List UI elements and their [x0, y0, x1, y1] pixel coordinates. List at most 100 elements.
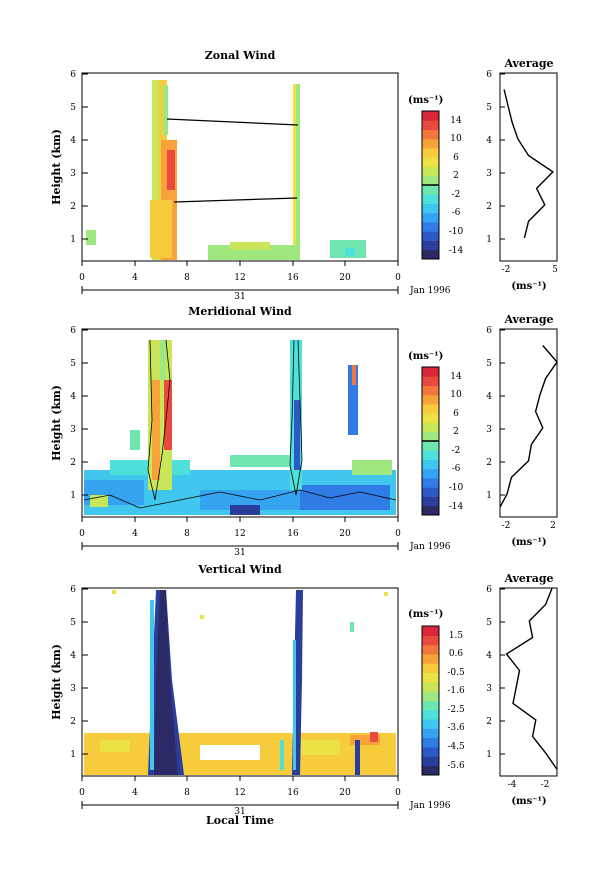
colorbar-tick: -1.6	[447, 686, 465, 696]
colorbar-swatch	[422, 385, 439, 396]
colorbar-frame	[421, 625, 440, 776]
x-tick-label: 8	[184, 273, 190, 283]
x-tick-label: 20	[339, 529, 351, 539]
colorbar-swatch	[422, 672, 439, 683]
panel-title: Meridional Wind	[188, 305, 292, 318]
avg-y-tick: 3	[486, 684, 492, 694]
average-title: Average	[503, 572, 553, 585]
colorbar-swatch	[422, 376, 439, 386]
avg-unit: (ms⁻¹)	[511, 281, 546, 292]
avg-x-tick: -2	[541, 780, 550, 790]
colorbar-tick: 6	[453, 153, 459, 163]
avg-unit: (ms⁻¹)	[511, 796, 546, 807]
average-profile: Average 1 2 3 4 5 6 -2 2 (ms⁻¹)	[486, 313, 558, 548]
colorbar-swatch	[422, 747, 439, 757]
panel-zonal: Zonal Wind 1 2	[50, 49, 558, 302]
colorbar-swatch	[422, 212, 439, 223]
avg-y-tick: 6	[486, 70, 492, 80]
x-tick-label: 0	[79, 788, 85, 798]
colorbar-swatch	[422, 249, 439, 260]
colorbar-swatch	[422, 635, 439, 646]
colorbar-unit: (ms⁻¹)	[408, 609, 443, 620]
colorbar-swatch	[422, 487, 439, 497]
colorbar-swatch	[422, 653, 439, 664]
colorbar-tick: 10	[450, 134, 462, 144]
colorbar-swatch	[422, 240, 439, 251]
y-axis: 1 2 3 4 5 6 Height (km)	[50, 326, 88, 501]
average-title: Average	[503, 57, 553, 70]
y-tick-label: 2	[70, 458, 76, 468]
colorbar-swatch	[422, 185, 439, 195]
colorbar-tick: 0.6	[449, 649, 464, 659]
colorbar-swatch	[422, 231, 439, 241]
heatmap-meridional	[83, 339, 397, 515]
x-axis: 0 4 8 12 16 20 0 31 Jan 1996	[79, 517, 451, 558]
colorbar-swatch	[422, 203, 439, 214]
colorbar-swatch	[422, 367, 439, 377]
avg-y-tick: 2	[486, 717, 492, 727]
colorbar-swatch	[422, 222, 439, 232]
x-tick-label: 20	[339, 788, 351, 798]
x-tick-label: 12	[234, 788, 245, 798]
avg-unit: (ms⁻¹)	[511, 537, 546, 548]
average-title: Average	[503, 313, 553, 326]
average-line	[505, 587, 558, 770]
x-tick-label: 12	[234, 529, 245, 539]
colorbar-tick: 10	[450, 390, 462, 400]
x-axis: 0 4 8 12 16 20 0 31 Jan 1996 Local Time	[79, 776, 451, 827]
colorbar: (ms⁻¹) 14 10 6 2 -2 -6 -10 -14	[408, 95, 464, 260]
x-tick-label: 12	[234, 273, 245, 283]
colorbar-tick: -3.6	[447, 723, 465, 733]
y-axis-label: Height (km)	[50, 129, 63, 205]
colorbar-swatch	[422, 719, 439, 729]
colorbar-tick: 2	[453, 427, 459, 437]
colorbar-unit: (ms⁻¹)	[408, 95, 443, 106]
y-tick-label: 1	[70, 491, 76, 501]
colorbar-swatch	[422, 450, 439, 460]
panel-title: Vertical Wind	[197, 563, 282, 576]
colorbar-swatch	[422, 737, 439, 748]
y-tick-label: 6	[70, 326, 76, 336]
colorbar-swatch	[422, 431, 439, 442]
avg-y-tick: 1	[486, 750, 492, 760]
y-tick-label: 1	[70, 750, 76, 760]
colorbar-tick: -4.5	[447, 742, 465, 752]
x-tick-label: 16	[287, 529, 299, 539]
colorbar-swatch	[422, 663, 439, 674]
y-tick-label: 2	[70, 717, 76, 727]
colorbar-swatch	[422, 111, 439, 121]
colorbar-tick: -2	[452, 190, 461, 200]
colorbar-swatch	[422, 505, 439, 516]
colorbar-swatch	[422, 756, 439, 767]
colorbar-tick: -2	[452, 446, 461, 456]
colorbar-tick: 6	[453, 409, 459, 419]
x-tick-label: 0	[395, 788, 401, 798]
colorbar-tick: -5.6	[447, 761, 465, 771]
avg-x-tick: -2	[502, 521, 511, 531]
colorbar-swatch	[422, 691, 439, 701]
average-profile: Average 1 2 3 4 5 6 -2 5 (ms⁻¹)	[486, 57, 558, 292]
colorbar-swatch	[422, 194, 439, 204]
colorbar-swatch	[422, 175, 439, 186]
colorbar-swatch	[422, 681, 439, 692]
colorbar-tick: 1.5	[449, 631, 464, 641]
colorbar-tick: -14	[449, 502, 464, 512]
avg-x-tick: -4	[508, 780, 517, 790]
panel-title: Zonal Wind	[205, 49, 276, 62]
y-tick-label: 4	[70, 392, 76, 402]
x-tick-label: 0	[79, 273, 85, 283]
colorbar-tick: 14	[450, 372, 462, 382]
avg-y-tick: 5	[486, 103, 492, 113]
colorbar-swatch	[422, 700, 439, 711]
colorbar-swatch	[422, 626, 439, 636]
avg-y-tick: 4	[486, 392, 492, 402]
x-tick-label: 8	[184, 529, 190, 539]
avg-y-tick: 3	[486, 169, 492, 179]
x-axis: 0 4 8 12 16 20 0 31 Jan 1996	[79, 261, 451, 302]
colorbar-tick: -14	[449, 246, 464, 256]
x-tick-label: 0	[79, 529, 85, 539]
y-tick-label: 1	[70, 235, 76, 245]
x-tick-label: 8	[184, 788, 190, 798]
panel-meridional: Meridional Wind	[50, 305, 558, 558]
